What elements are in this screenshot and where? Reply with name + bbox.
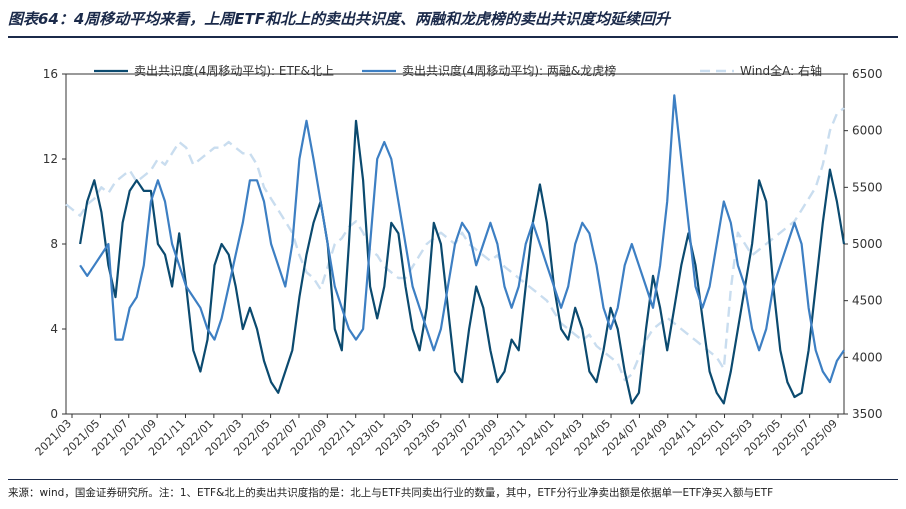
y-right-tick-label: 6000 [852,124,883,138]
footnote: 来源：wind，国金证券研究所。注：1、ETF&北上的卖出共识度指的是：北上与E… [8,487,774,499]
y-right-tick-label: 4000 [852,350,883,364]
series-line-2 [79,94,845,384]
y-left-tick-label: 12 [43,152,58,166]
y-left-tick-label: 8 [50,237,58,251]
y-right-tick-label: 4500 [852,294,883,308]
y-right-tick-label: 6500 [852,67,883,81]
x-axis: 2021/032021/052021/072021/092021/112022/… [33,414,840,458]
page-title: 图表64：4周移动平均来看，上周ETF和北上的卖出共识度、两融和龙虎榜的卖出共识… [8,10,671,28]
y-right-tick-label: 3500 [852,407,883,421]
y-left-tick-label: 16 [43,67,58,81]
y-right-tick-label: 5000 [852,237,883,251]
title-divider [8,36,898,38]
legend: 卖出共识度(4周移动平均): ETF&北上 卖出共识度(4周移动平均): 两融&龙… [94,63,822,78]
series-line-1 [79,119,846,405]
legend-label-3: Wind全A: 右轴 [740,63,822,78]
y-right-tick-label: 5500 [852,180,883,194]
footnote-divider [8,479,898,480]
y-left-tick-label: 0 [50,407,58,421]
y-axis-right: 3500 4000 4500 5000 5500 6000 6500 [844,67,883,421]
series-layer [65,94,846,405]
legend-label-1: 卖出共识度(4周移动平均): ETF&北上 [134,63,334,78]
y-axis-left: 0 4 8 12 16 [43,67,66,421]
legend-label-2: 卖出共识度(4周移动平均): 两融&龙虎榜 [402,63,616,78]
y-left-tick-label: 4 [50,322,58,336]
